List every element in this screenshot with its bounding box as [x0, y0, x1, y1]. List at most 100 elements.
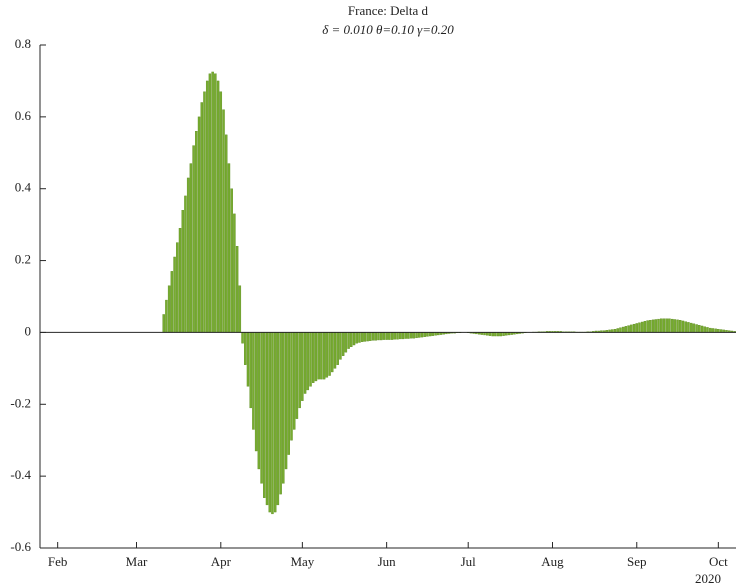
bar: [339, 332, 342, 360]
bar: [684, 321, 687, 333]
bar: [352, 332, 356, 346]
bar: [184, 195, 187, 333]
bar: [347, 332, 350, 349]
bar: [189, 163, 193, 333]
bar: [233, 213, 236, 333]
bar: [619, 327, 622, 333]
bar: [616, 328, 619, 333]
bar: [170, 271, 174, 333]
bar: [322, 332, 326, 380]
bar: [178, 228, 182, 333]
bar: [181, 210, 184, 333]
bar: [257, 332, 261, 470]
bar: [301, 332, 304, 401]
bar: [494, 332, 497, 337]
bar: [312, 332, 315, 383]
bar: [630, 324, 633, 333]
chart-title: France: Delta d: [348, 3, 429, 18]
bar: [214, 73, 217, 333]
y-tick-label: -0.4: [10, 467, 31, 482]
bar: [499, 332, 503, 337]
bar: [225, 134, 228, 333]
bar: [401, 332, 405, 340]
bar: [222, 109, 225, 333]
bar: [173, 256, 176, 333]
y-tick-label: 0: [25, 323, 32, 338]
bar: [624, 326, 628, 333]
bar: [711, 328, 715, 333]
bar: [371, 332, 375, 341]
bar: [244, 332, 247, 365]
bar: [423, 332, 426, 337]
bar: [635, 323, 638, 333]
bar: [260, 332, 263, 484]
bar: [263, 332, 266, 498]
x-tick-label: Jul: [461, 554, 477, 569]
bar: [706, 327, 709, 333]
bar: [670, 318, 674, 333]
bar: [698, 325, 701, 333]
bar: [379, 332, 383, 341]
bar: [317, 332, 320, 380]
bar: [162, 314, 165, 333]
bar: [205, 80, 209, 333]
bar: [638, 322, 641, 333]
bar: [273, 332, 277, 513]
bar: [665, 318, 668, 333]
bar: [703, 326, 706, 333]
bar: [195, 131, 198, 333]
bar: [298, 332, 301, 409]
y-tick-label: 0.2: [15, 252, 31, 267]
bar: [700, 325, 704, 333]
bar: [649, 320, 652, 333]
bar: [657, 318, 660, 333]
bar: [695, 324, 698, 333]
bar: [290, 332, 293, 441]
x-year-label: 2020: [695, 571, 721, 586]
bar: [412, 332, 416, 339]
bar: [374, 332, 377, 341]
x-tick-label: May: [290, 554, 314, 569]
bar: [496, 332, 500, 337]
bar: [415, 332, 418, 339]
bar: [276, 332, 280, 506]
bar: [632, 323, 636, 333]
bar: [249, 332, 252, 409]
bar: [385, 332, 388, 340]
bar: [418, 332, 421, 338]
bar: [208, 73, 212, 333]
bar: [679, 320, 682, 333]
bar: [279, 332, 282, 495]
bar: [295, 332, 299, 419]
bar: [227, 163, 231, 333]
bar: [309, 332, 312, 387]
bar: [246, 332, 250, 387]
bar: [341, 332, 345, 356]
bar: [627, 325, 630, 333]
bar: [396, 332, 399, 340]
bar: [176, 242, 179, 333]
bar: [491, 332, 494, 337]
bar: [708, 327, 712, 333]
bar: [689, 322, 693, 333]
bar: [651, 319, 655, 333]
bar: [363, 332, 367, 342]
bar: [336, 332, 339, 365]
bar: [167, 285, 171, 333]
bar: [382, 332, 386, 340]
bar: [268, 332, 271, 513]
bar: [211, 71, 214, 333]
bar: [660, 318, 663, 333]
bar: [687, 322, 690, 333]
bar: [292, 332, 296, 430]
bar: [271, 332, 274, 515]
bar: [428, 332, 432, 337]
bar: [186, 177, 190, 333]
bar: [216, 80, 220, 333]
bar: [219, 91, 223, 333]
bar: [265, 332, 269, 506]
bar: [673, 319, 677, 333]
y-tick-label: -0.2: [10, 395, 31, 410]
bar: [404, 332, 407, 339]
